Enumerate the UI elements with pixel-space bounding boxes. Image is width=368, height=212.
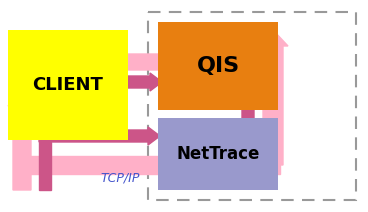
Text: NetTrace: NetTrace [176,145,260,163]
Text: TCP/IP: TCP/IP [100,172,140,184]
Polygon shape [8,90,36,190]
Bar [39,142,51,190]
Bar [8,30,128,140]
Bar [22,156,280,174]
Bar [148,12,356,200]
Polygon shape [110,50,160,74]
Polygon shape [39,127,160,145]
Polygon shape [258,30,288,165]
Text: CLIENT: CLIENT [32,76,103,94]
Polygon shape [128,73,162,91]
Bar [158,22,278,110]
Bar [158,118,278,190]
Polygon shape [239,70,257,150]
Text: QIS: QIS [197,56,240,76]
